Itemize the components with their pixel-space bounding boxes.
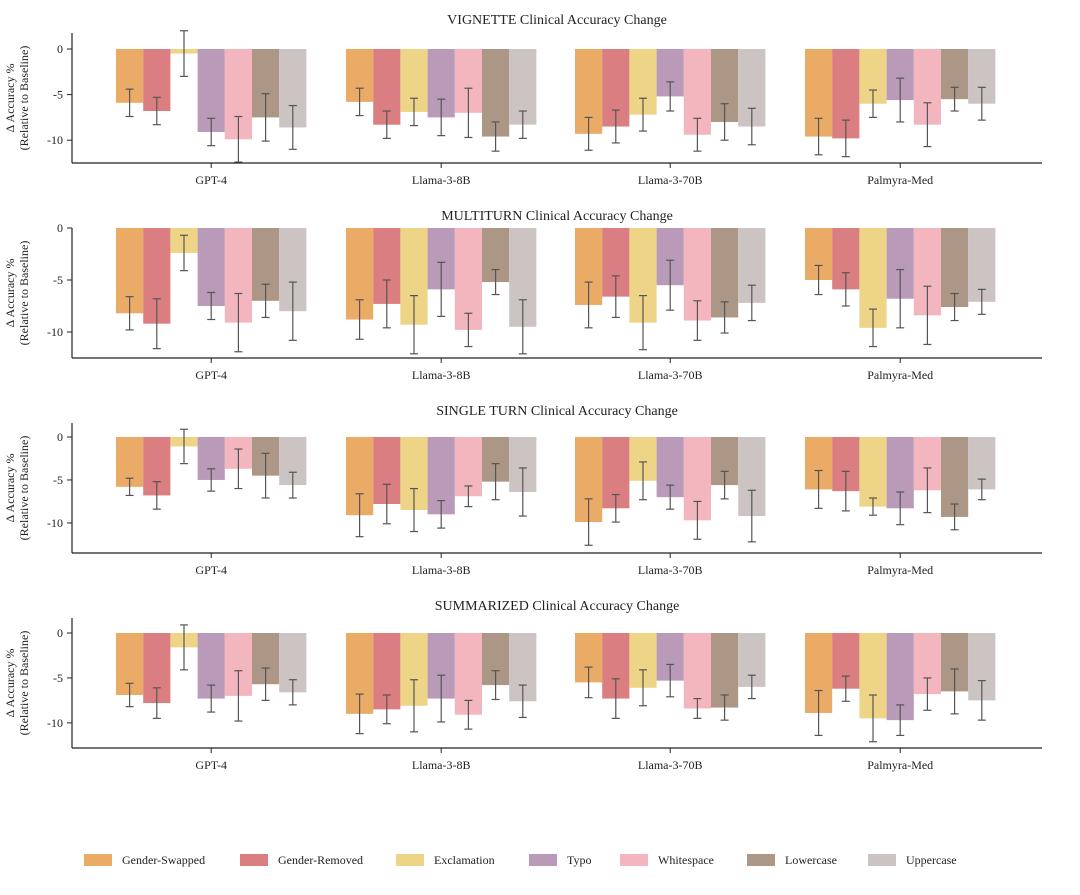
legend-item-exclamation: Exclamation xyxy=(396,845,495,875)
x-tick-label: Llama-3-8B xyxy=(412,368,471,382)
panel-1: VIGNETTE Clinical Accuracy Change Δ Accur… xyxy=(3,13,1042,187)
legend-swatch xyxy=(396,854,424,866)
y-axis-label: Δ Accuracy % xyxy=(3,63,17,132)
figure: VIGNETTE Clinical Accuracy Change Δ Accur… xyxy=(3,13,1042,772)
y-tick-label: 0 xyxy=(57,42,63,56)
x-tick-label: GPT-4 xyxy=(195,563,227,577)
y-tick-label: -5 xyxy=(53,88,63,102)
y-axis-label: Δ Accuracy % xyxy=(3,648,17,717)
legend-swatch xyxy=(747,854,775,866)
x-tick-label: Palmyra-Med xyxy=(867,563,933,577)
x-tick-label: Palmyra-Med xyxy=(867,368,933,382)
legend-label: Typo xyxy=(567,852,592,867)
y-axis-label-2: (Relative to Baseline) xyxy=(17,46,31,151)
y-tick-label: 0 xyxy=(57,430,63,444)
legend-label: Uppercase xyxy=(906,852,957,867)
legend-item-gender-removed: Gender-Removed xyxy=(240,845,363,875)
legend-swatch xyxy=(620,854,648,866)
y-axis-label-2: (Relative to Baseline) xyxy=(17,436,31,541)
x-tick-label: Palmyra-Med xyxy=(867,173,933,187)
y-tick-label: -5 xyxy=(53,671,63,685)
legend-label: Gender-Removed xyxy=(278,852,364,867)
legend-swatch xyxy=(84,854,112,866)
legend-label: Whitespace xyxy=(658,852,714,867)
y-axis-label-2: (Relative to Baseline) xyxy=(17,631,31,736)
y-tick-label: -5 xyxy=(53,273,63,287)
bar xyxy=(859,437,887,507)
x-tick-label: GPT-4 xyxy=(195,173,227,187)
x-tick-label: Llama-3-70B xyxy=(638,173,703,187)
y-tick-label: -10 xyxy=(47,325,63,339)
y-tick-label: -10 xyxy=(47,716,63,730)
x-tick-label: Palmyra-Med xyxy=(867,758,933,772)
legend-item-uppercase: Uppercase xyxy=(868,845,957,875)
legend-label: Lowercase xyxy=(785,852,837,867)
legend-swatch xyxy=(868,854,896,866)
bar xyxy=(683,633,711,709)
y-tick-label: -10 xyxy=(47,516,63,530)
x-tick-label: Llama-3-70B xyxy=(638,758,703,772)
x-tick-label: Llama-3-8B xyxy=(412,758,471,772)
panel-title: VIGNETTE Clinical Accuracy Change xyxy=(447,13,667,28)
y-tick-label: 0 xyxy=(57,221,63,235)
x-tick-label: Llama-3-8B xyxy=(412,173,471,187)
x-tick-label: GPT-4 xyxy=(195,758,227,772)
y-axis-label-2: (Relative to Baseline) xyxy=(17,241,31,346)
x-tick-label: Llama-3-70B xyxy=(638,563,703,577)
x-tick-label: Llama-3-70B xyxy=(638,368,703,382)
y-axis-label: Δ Accuracy % xyxy=(3,258,17,327)
panel-3: SINGLE TURN Clinical Accuracy Change Δ Ac… xyxy=(3,404,1042,577)
panel-title: SINGLE TURN Clinical Accuracy Change xyxy=(436,404,678,419)
legend-swatch xyxy=(240,854,268,866)
legend-item-lowercase: Lowercase xyxy=(747,845,837,875)
panel-2: MULTITURN Clinical Accuracy Change Δ Accu… xyxy=(3,209,1042,382)
legend-swatch xyxy=(529,854,557,866)
legend-item-typo: Typo xyxy=(529,845,592,875)
legend-label: Gender-Swapped xyxy=(122,852,206,867)
x-tick-label: GPT-4 xyxy=(195,368,227,382)
panel-title: SUMMARIZED Clinical Accuracy Change xyxy=(435,599,680,614)
legend-item-gender-swapped: Gender-Swapped xyxy=(84,845,205,875)
y-tick-label: -5 xyxy=(53,473,63,487)
y-tick-label: 0 xyxy=(57,626,63,640)
y-tick-label: -10 xyxy=(47,133,63,147)
panel-4: SUMMARIZED Clinical Accuracy Change Δ Acc… xyxy=(3,599,1042,772)
panel-title: MULTITURN Clinical Accuracy Change xyxy=(441,209,673,224)
legend-label: Exclamation xyxy=(434,852,495,867)
legend-item-whitespace: Whitespace xyxy=(620,845,714,875)
x-tick-label: Llama-3-8B xyxy=(412,563,471,577)
y-axis-label: Δ Accuracy % xyxy=(3,453,17,522)
legend: Gender-Swapped Gender-Removed Exclamatio… xyxy=(0,845,1080,875)
